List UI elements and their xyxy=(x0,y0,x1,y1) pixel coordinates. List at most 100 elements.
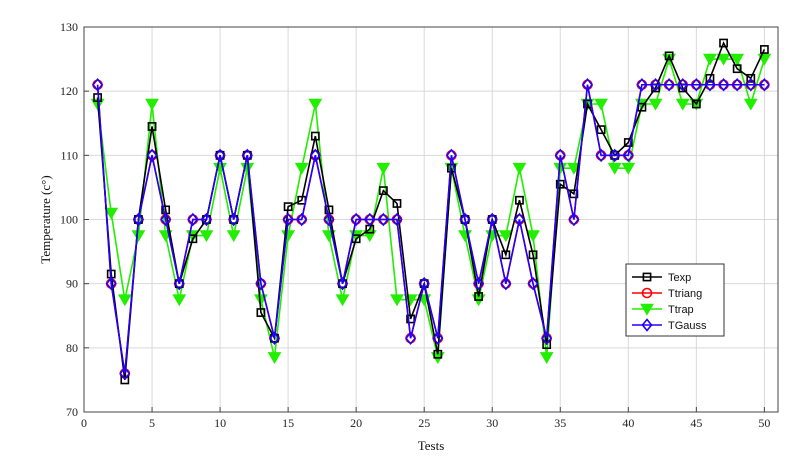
y-tick-label: 110 xyxy=(60,148,78,162)
x-tick-label: 35 xyxy=(554,416,566,430)
data-point xyxy=(596,125,606,135)
data-point xyxy=(541,331,553,345)
data-point xyxy=(703,53,717,66)
data-point xyxy=(705,73,715,83)
y-axis-title: Temperature (c°) xyxy=(38,175,53,263)
data-point xyxy=(594,98,608,111)
data-point xyxy=(296,212,308,227)
data-point xyxy=(542,340,552,350)
y-tick-label: 120 xyxy=(60,84,78,98)
data-point xyxy=(622,148,634,163)
data-point xyxy=(308,98,323,111)
data-point xyxy=(569,189,579,199)
data-point xyxy=(228,212,240,227)
data-point xyxy=(515,195,524,205)
data-point xyxy=(636,77,648,92)
data-point xyxy=(486,212,498,227)
data-point xyxy=(513,212,525,227)
legend-label: TGauss xyxy=(668,320,707,332)
data-point xyxy=(691,99,701,109)
data-point xyxy=(119,366,131,381)
data-point xyxy=(187,212,199,227)
data-point xyxy=(716,53,731,66)
axis-ticks: 0 5 10 15 20 25 30 35 40 45 50 70 80 90 100 110 120 130 xyxy=(60,20,770,430)
legend-item: TGauss xyxy=(632,318,707,332)
data-point xyxy=(474,292,484,301)
data-point xyxy=(609,148,621,163)
data-point xyxy=(405,331,417,345)
data-point xyxy=(310,131,320,141)
data-point xyxy=(677,77,689,92)
data-point xyxy=(445,148,457,163)
data-point xyxy=(282,212,294,227)
data-point xyxy=(418,276,430,291)
data-point xyxy=(267,352,282,365)
data-point xyxy=(498,230,513,243)
x-tick-label: 5 xyxy=(149,416,155,430)
plot-series xyxy=(90,38,772,385)
data-point xyxy=(256,308,266,317)
data-point xyxy=(131,230,146,243)
data-point xyxy=(759,45,769,54)
data-point xyxy=(146,148,158,163)
data-point xyxy=(268,331,281,345)
data-point xyxy=(364,212,376,227)
data-point xyxy=(104,207,119,220)
data-point xyxy=(621,162,636,175)
legend-swatch-marker xyxy=(640,303,654,316)
data-point xyxy=(323,212,335,227)
x-tick-label: 25 xyxy=(418,416,430,430)
data-point xyxy=(500,276,512,291)
x-tick-label: 30 xyxy=(486,416,498,430)
data-point xyxy=(746,73,756,83)
data-point xyxy=(501,250,511,260)
data-point xyxy=(337,276,349,291)
series-line xyxy=(96,83,765,374)
data-point xyxy=(199,230,214,243)
data-point xyxy=(568,212,580,227)
data-point xyxy=(743,98,758,111)
data-point xyxy=(390,294,404,307)
data-point xyxy=(255,276,267,291)
data-point xyxy=(745,77,757,92)
data-point xyxy=(527,276,539,291)
data-point xyxy=(392,199,402,208)
x-tick-label: 20 xyxy=(350,416,362,430)
y-tick-label: 130 xyxy=(60,20,78,34)
data-point xyxy=(690,77,702,92)
data-point xyxy=(459,212,471,227)
data-point xyxy=(120,375,130,385)
data-point xyxy=(758,77,770,92)
legend: Texp Ttriang Ttrap TGauss xyxy=(625,263,725,337)
data-point xyxy=(160,212,172,227)
data-point xyxy=(512,162,527,175)
data-point xyxy=(335,294,350,307)
legend-label: Ttrap xyxy=(668,304,694,316)
x-tick-label: 10 xyxy=(214,416,226,430)
data-point xyxy=(200,212,213,227)
y-tick-label: 90 xyxy=(66,277,78,291)
data-point xyxy=(406,314,415,324)
y-tick-label: 80 xyxy=(66,341,78,355)
data-point xyxy=(675,98,690,111)
data-point xyxy=(718,77,730,92)
legend-label: Texp xyxy=(668,272,691,284)
data-point xyxy=(283,202,293,212)
data-point xyxy=(664,51,674,61)
data-point xyxy=(173,276,185,291)
data-point xyxy=(172,294,187,307)
legend-item: Ttriang xyxy=(632,287,702,300)
data-point xyxy=(391,212,403,227)
data-point xyxy=(730,53,745,66)
data-point xyxy=(294,162,309,175)
data-point xyxy=(377,212,389,227)
y-tick-label: 100 xyxy=(60,213,78,227)
data-point xyxy=(433,349,443,359)
x-tick-label: 40 xyxy=(622,416,634,430)
legend-swatch-marker xyxy=(641,318,653,332)
data-point xyxy=(732,64,742,74)
data-point xyxy=(526,230,540,243)
data-point xyxy=(539,352,554,365)
data-point xyxy=(528,250,538,260)
